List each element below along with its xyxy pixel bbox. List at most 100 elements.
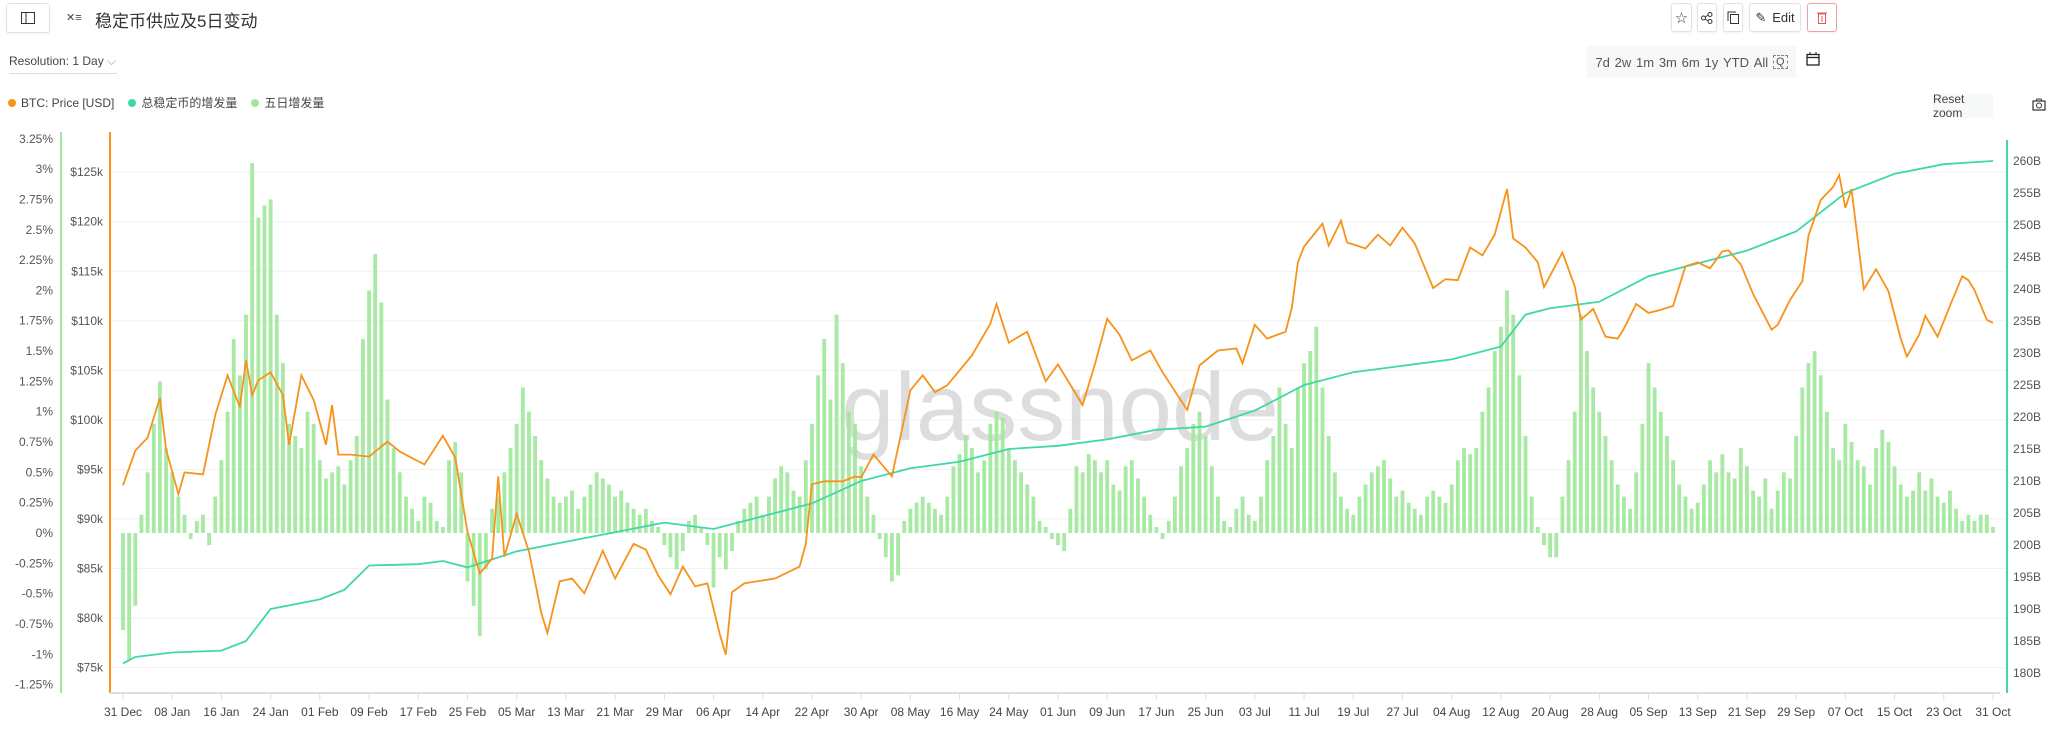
- five-day-bar[interactable]: [1080, 472, 1085, 533]
- five-day-bar[interactable]: [194, 520, 199, 533]
- five-day-bar[interactable]: [803, 460, 808, 533]
- five-day-bar[interactable]: [453, 442, 458, 533]
- five-day-bar[interactable]: [1203, 435, 1208, 533]
- five-day-bar[interactable]: [1265, 460, 1270, 533]
- five-day-bar[interactable]: [1911, 490, 1915, 533]
- five-day-bar[interactable]: [1665, 435, 1669, 533]
- five-day-bar[interactable]: [797, 496, 802, 533]
- five-day-bar[interactable]: [1234, 508, 1239, 533]
- five-day-bar[interactable]: [1086, 454, 1091, 533]
- btc-price-line[interactable]: [122, 172, 1994, 656]
- five-day-bar[interactable]: [1677, 484, 1682, 533]
- five-day-bar[interactable]: [1209, 466, 1214, 533]
- five-day-bar[interactable]: [305, 411, 310, 533]
- five-day-bar[interactable]: [1043, 526, 1048, 533]
- five-day-bar[interactable]: [1591, 387, 1596, 533]
- five-day-bar[interactable]: [791, 490, 796, 533]
- five-day-bar[interactable]: [1935, 496, 1940, 533]
- five-day-bar[interactable]: [883, 533, 888, 558]
- five-day-bar[interactable]: [680, 533, 685, 552]
- five-day-bar[interactable]: [1449, 484, 1454, 533]
- five-day-bar[interactable]: [1462, 448, 1466, 533]
- five-day-bar[interactable]: [1554, 533, 1559, 558]
- five-day-bar[interactable]: [871, 514, 876, 533]
- range-1m[interactable]: 1m: [1636, 54, 1655, 70]
- five-day-bar[interactable]: [1136, 478, 1140, 533]
- five-day-bar[interactable]: [1105, 460, 1110, 533]
- five-day-bar[interactable]: [576, 508, 581, 533]
- five-day-bar[interactable]: [1369, 472, 1374, 533]
- range-2w[interactable]: 2w: [1614, 54, 1632, 70]
- five-day-bar[interactable]: [674, 533, 679, 570]
- five-day-bar[interactable]: [1874, 448, 1879, 533]
- five-day-bar[interactable]: [779, 466, 784, 533]
- five-day-bar[interactable]: [404, 496, 408, 533]
- five-day-bar[interactable]: [908, 508, 913, 533]
- five-day-bar[interactable]: [840, 363, 845, 533]
- five-day-bar[interactable]: [933, 508, 937, 533]
- delete-button[interactable]: [1807, 3, 1837, 32]
- five-day-bar[interactable]: [281, 363, 285, 533]
- five-day-bar[interactable]: [1111, 484, 1116, 533]
- five-day-bar[interactable]: [631, 508, 636, 533]
- five-day-bar[interactable]: [533, 435, 538, 533]
- five-day-bar[interactable]: [1252, 520, 1257, 533]
- five-day-bar[interactable]: [1505, 290, 1509, 533]
- legend-item-total-supply[interactable]: 总稳定币的增发量: [128, 94, 237, 111]
- metric-list-icon[interactable]: ✕≡: [66, 12, 82, 24]
- five-day-bar[interactable]: [397, 472, 402, 533]
- five-day-bar[interactable]: [1129, 460, 1134, 533]
- five-day-bar[interactable]: [1837, 460, 1842, 533]
- five-day-bar[interactable]: [1849, 442, 1854, 533]
- five-day-bar[interactable]: [1339, 496, 1343, 533]
- five-day-bar[interactable]: [1800, 387, 1805, 533]
- camera-button[interactable]: [2032, 98, 2046, 116]
- five-day-bar[interactable]: [693, 514, 697, 533]
- five-day-bar[interactable]: [1542, 533, 1546, 546]
- five-day-bar[interactable]: [1246, 514, 1251, 533]
- five-day-bar[interactable]: [520, 387, 525, 533]
- five-day-bar[interactable]: [367, 290, 371, 533]
- five-day-bar[interactable]: [244, 314, 248, 533]
- five-day-bar[interactable]: [1283, 423, 1288, 533]
- five-day-bar[interactable]: [133, 533, 138, 606]
- five-day-bar[interactable]: [237, 375, 242, 533]
- five-day-bar[interactable]: [379, 302, 384, 533]
- five-day-bar[interactable]: [1695, 502, 1700, 533]
- five-day-bar[interactable]: [1062, 533, 1067, 552]
- range-6m[interactable]: 6m: [1681, 54, 1700, 70]
- five-day-bar[interactable]: [723, 533, 728, 570]
- five-day-bar[interactable]: [188, 533, 193, 540]
- five-day-bar[interactable]: [1831, 448, 1835, 533]
- five-day-bar[interactable]: [570, 490, 574, 533]
- five-day-bar[interactable]: [1314, 326, 1319, 533]
- five-day-bar[interactable]: [822, 338, 827, 533]
- five-day-bar[interactable]: [1757, 496, 1762, 533]
- five-day-bar[interactable]: [926, 502, 931, 533]
- sidebar-toggle-button[interactable]: [6, 3, 50, 33]
- five-day-bar[interactable]: [1468, 454, 1473, 533]
- five-day-bar[interactable]: [1191, 423, 1196, 533]
- five-day-bar[interactable]: [1394, 496, 1399, 533]
- five-day-bar[interactable]: [705, 533, 710, 546]
- five-day-bar[interactable]: [600, 478, 605, 533]
- share-button[interactable]: [1697, 3, 1717, 32]
- five-day-bar[interactable]: [182, 514, 187, 533]
- five-day-bar[interactable]: [1868, 484, 1872, 533]
- five-day-bar[interactable]: [1843, 423, 1848, 533]
- five-day-bar[interactable]: [1818, 375, 1823, 533]
- five-day-bar[interactable]: [859, 466, 864, 533]
- five-day-bar[interactable]: [459, 472, 464, 533]
- five-day-bar[interactable]: [668, 533, 673, 558]
- five-day-bar[interactable]: [496, 496, 501, 533]
- five-day-bar[interactable]: [1068, 508, 1073, 533]
- five-day-bar[interactable]: [1492, 351, 1497, 533]
- five-day-bar[interactable]: [324, 478, 328, 533]
- five-day-bar[interactable]: [268, 199, 273, 534]
- five-day-bar[interactable]: [957, 454, 962, 533]
- five-day-bar[interactable]: [1326, 435, 1331, 533]
- five-day-bar[interactable]: [1861, 466, 1866, 533]
- five-day-bar[interactable]: [1172, 496, 1177, 533]
- five-day-bar[interactable]: [1701, 484, 1706, 533]
- copy-button[interactable]: [1723, 3, 1743, 32]
